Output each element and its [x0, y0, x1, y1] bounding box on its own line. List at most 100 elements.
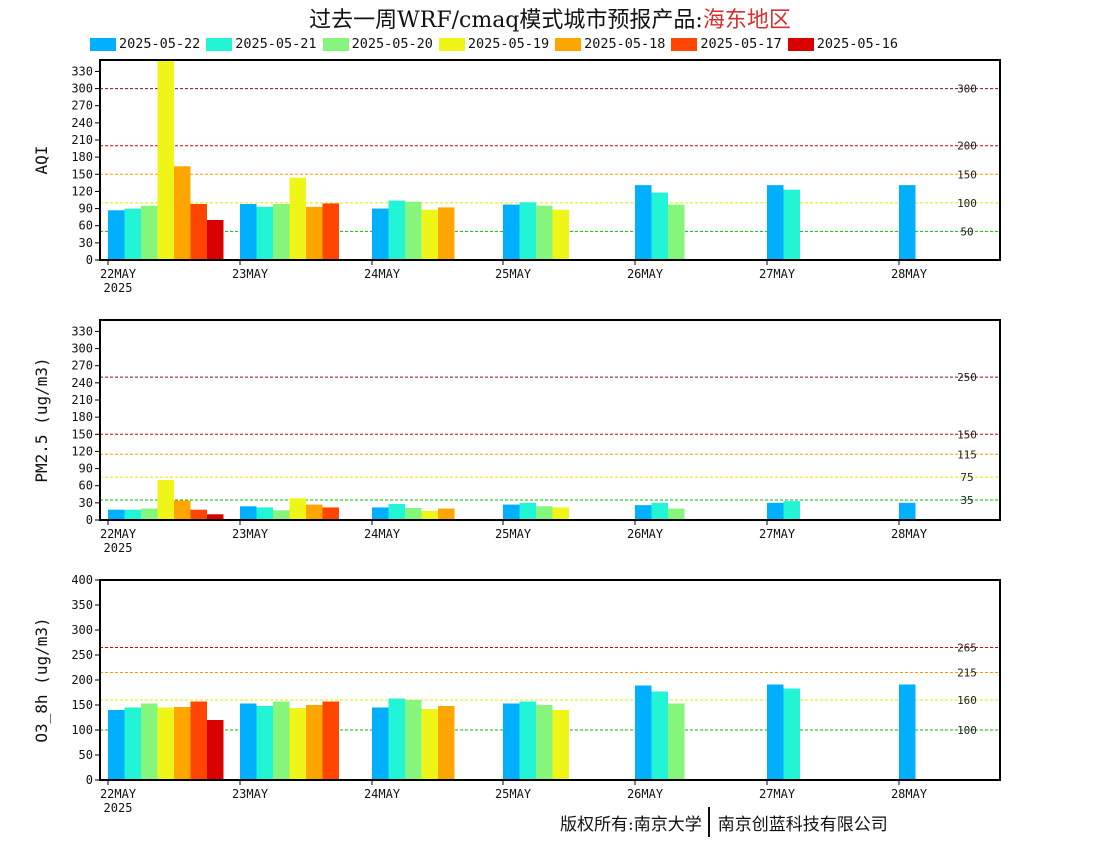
x-tick-label: 23MAY — [232, 527, 269, 541]
legend-item: 2025-05-22 — [90, 35, 200, 53]
bar — [668, 204, 685, 260]
bar — [405, 508, 422, 520]
x-tick-label: 24MAY — [364, 787, 401, 801]
threshold-label: 115 — [957, 448, 977, 461]
x-tick-label: 27MAY — [759, 527, 796, 541]
bar — [899, 684, 916, 780]
bar — [273, 204, 290, 260]
bar — [421, 510, 438, 520]
threshold-label: 160 — [957, 694, 977, 707]
y-tick-label: 60 — [79, 479, 93, 493]
bar — [767, 684, 784, 780]
legend-swatch — [787, 37, 814, 51]
plot-frame — [99, 59, 1001, 261]
legend-label: 2025-05-19 — [467, 36, 550, 52]
legend-label: 2025-05-18 — [584, 36, 666, 52]
bar — [503, 703, 520, 780]
bar — [519, 701, 536, 780]
bar — [388, 698, 405, 780]
x-year-label: 2025 — [104, 541, 133, 555]
bar — [322, 203, 339, 260]
plot-frame — [99, 319, 1001, 521]
y-tick-label: 180 — [71, 150, 93, 164]
bar — [157, 60, 174, 260]
y-tick-label: 90 — [79, 202, 93, 216]
x-tick-label: 28MAY — [891, 787, 928, 801]
title-region: 海东地区 — [702, 8, 791, 33]
bar — [783, 688, 800, 780]
bar — [421, 209, 438, 260]
legend-item: 2025-05-21 — [206, 35, 317, 53]
bar — [289, 177, 306, 260]
x-tick-label: 26MAY — [627, 527, 664, 541]
y-tick-label: 240 — [71, 376, 93, 390]
y-tick-label: 400 — [71, 573, 93, 587]
x-tick-label: 28MAY — [891, 267, 928, 281]
y-tick-label: 50 — [79, 748, 93, 762]
y-tick-label: 200 — [71, 673, 93, 687]
threshold-label: 100 — [957, 724, 977, 737]
bar — [651, 502, 668, 520]
x-year-label: 2025 — [104, 801, 133, 815]
legend-item: 2025-05-16 — [787, 35, 898, 53]
x-tick-label: 25MAY — [495, 787, 532, 801]
x-tick-label: 25MAY — [495, 527, 532, 541]
y-tick-label: 250 — [71, 648, 93, 662]
legend-item: 2025-05-18 — [555, 35, 665, 53]
bar — [668, 703, 685, 780]
bar — [306, 206, 323, 260]
y-tick-label: 330 — [71, 324, 93, 338]
bar — [190, 701, 207, 780]
bar — [289, 498, 306, 520]
bar — [141, 703, 158, 780]
y-tick-label: 300 — [71, 623, 93, 637]
bar — [289, 708, 306, 780]
bar — [668, 508, 685, 520]
threshold-label: 50 — [960, 225, 973, 238]
y-axis-label: O3_8h (ug/m3) — [32, 617, 51, 742]
legend-label: 2025-05-21 — [235, 36, 317, 52]
bar — [767, 502, 784, 520]
bar — [190, 204, 207, 260]
y-axis-label: AQI — [32, 146, 51, 175]
bar — [372, 208, 389, 260]
legend-swatch — [322, 37, 349, 51]
x-tick-label: 24MAY — [364, 267, 401, 281]
bar — [405, 201, 422, 260]
threshold-label: 250 — [957, 371, 977, 384]
y-axis-label: PM2.5 (ug/m3) — [32, 357, 51, 482]
threshold-label: 100 — [957, 197, 977, 210]
bar — [536, 506, 553, 520]
bar — [438, 508, 455, 520]
bar — [552, 507, 569, 520]
y-tick-label: 30 — [79, 496, 93, 510]
threshold-label: 150 — [957, 428, 977, 441]
y-tick-label: 240 — [71, 116, 93, 130]
bar — [174, 166, 191, 260]
legend-label: 2025-05-22 — [119, 36, 201, 52]
bar — [783, 501, 800, 520]
legend-label: 2025-05-16 — [816, 36, 898, 52]
x-year-label: 2025 — [104, 281, 133, 295]
y-tick-label: 180 — [71, 410, 93, 424]
bar — [503, 504, 520, 520]
threshold-label: 150 — [957, 168, 977, 181]
y-tick-label: 100 — [71, 723, 93, 737]
bar — [635, 185, 652, 260]
bar — [306, 705, 323, 780]
y-tick-label: 120 — [71, 184, 93, 198]
bar — [157, 480, 174, 520]
bar — [651, 691, 668, 780]
bar — [899, 502, 916, 520]
y-tick-label: 210 — [71, 133, 93, 147]
bar — [190, 509, 207, 520]
y-tick-label: 0 — [86, 253, 93, 267]
bar — [273, 510, 290, 520]
legend-label: 2025-05-20 — [351, 36, 433, 52]
bar — [108, 710, 125, 780]
legend-swatch — [671, 37, 698, 51]
bar — [108, 509, 125, 520]
bar — [635, 685, 652, 780]
footer-separator — [707, 807, 710, 837]
chart-panel: 50 100 150 200 300 0 30 60 90 120 150 180 210 240 270 3… — [32, 59, 1001, 295]
